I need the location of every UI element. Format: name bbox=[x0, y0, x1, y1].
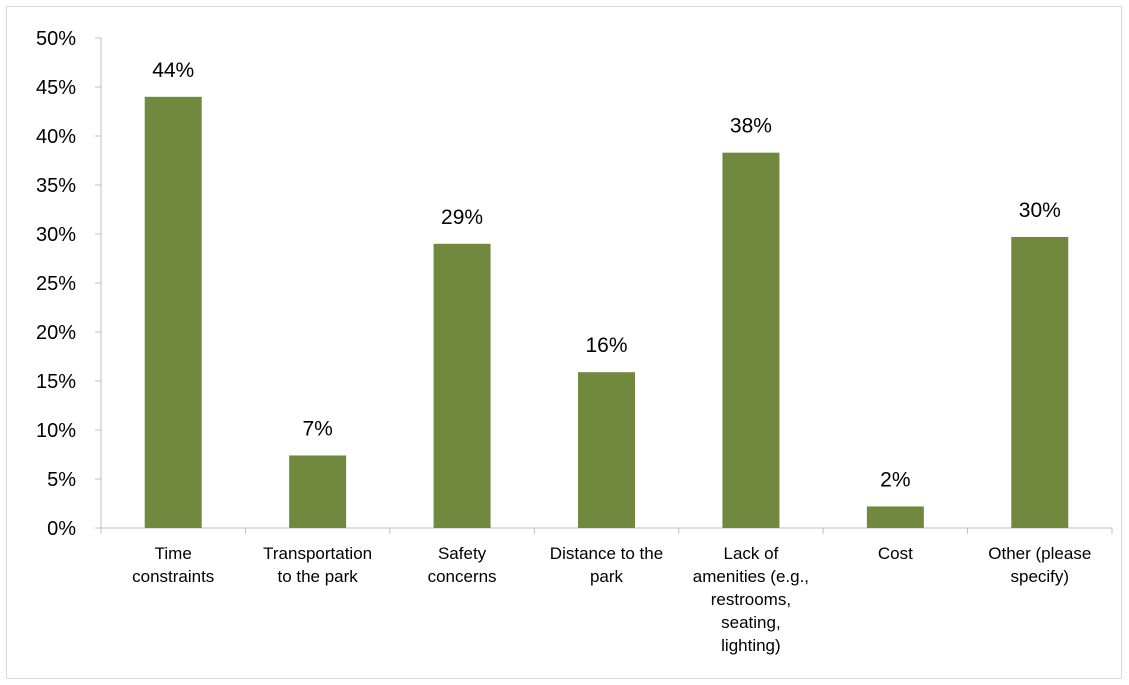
bar bbox=[144, 96, 202, 529]
chart-bars bbox=[144, 96, 1069, 529]
category-label: Time constraints bbox=[132, 544, 214, 586]
y-tick-label: 50% bbox=[36, 28, 76, 50]
chart-axes: 0% 5% 10% 15% 20% 25% 30% 35% 40% 45% 50% bbox=[36, 28, 1113, 540]
category-label: Transportation to the park bbox=[263, 544, 372, 586]
category-label: Safety concerns bbox=[428, 544, 497, 586]
y-tick-label: 5% bbox=[47, 469, 76, 491]
data-label: 29% bbox=[441, 206, 483, 229]
y-tick-label: 25% bbox=[36, 273, 76, 295]
bar bbox=[1011, 236, 1069, 528]
category-label: Cost bbox=[878, 544, 913, 563]
y-tick-label: 10% bbox=[36, 420, 76, 442]
bar bbox=[722, 152, 780, 528]
y-tick-label: 30% bbox=[36, 224, 76, 246]
y-tick-label: 15% bbox=[36, 371, 76, 393]
data-label: 7% bbox=[302, 417, 332, 440]
y-tick-label: 35% bbox=[36, 175, 76, 197]
bar bbox=[433, 243, 491, 529]
bar bbox=[289, 455, 347, 528]
data-label: 30% bbox=[1019, 199, 1061, 222]
bar bbox=[866, 506, 924, 528]
chart-labels: 44% Time constraints 7% Transportation to the… bbox=[132, 59, 1091, 655]
y-tick-label: 0% bbox=[47, 518, 76, 540]
data-label: 16% bbox=[585, 334, 627, 357]
category-label: Other (please specify) bbox=[988, 544, 1091, 586]
category-label: Lack of amenities (e.g., restrooms, seating… bbox=[693, 544, 809, 655]
bar bbox=[578, 372, 635, 528]
data-label: 2% bbox=[880, 468, 910, 491]
y-tick-label: 20% bbox=[36, 322, 76, 344]
data-label: 44% bbox=[152, 59, 194, 82]
category-label: Distance to the park bbox=[550, 544, 663, 586]
y-tick-label: 45% bbox=[36, 77, 76, 99]
data-label: 38% bbox=[730, 115, 772, 138]
y-tick-label: 40% bbox=[36, 126, 76, 148]
